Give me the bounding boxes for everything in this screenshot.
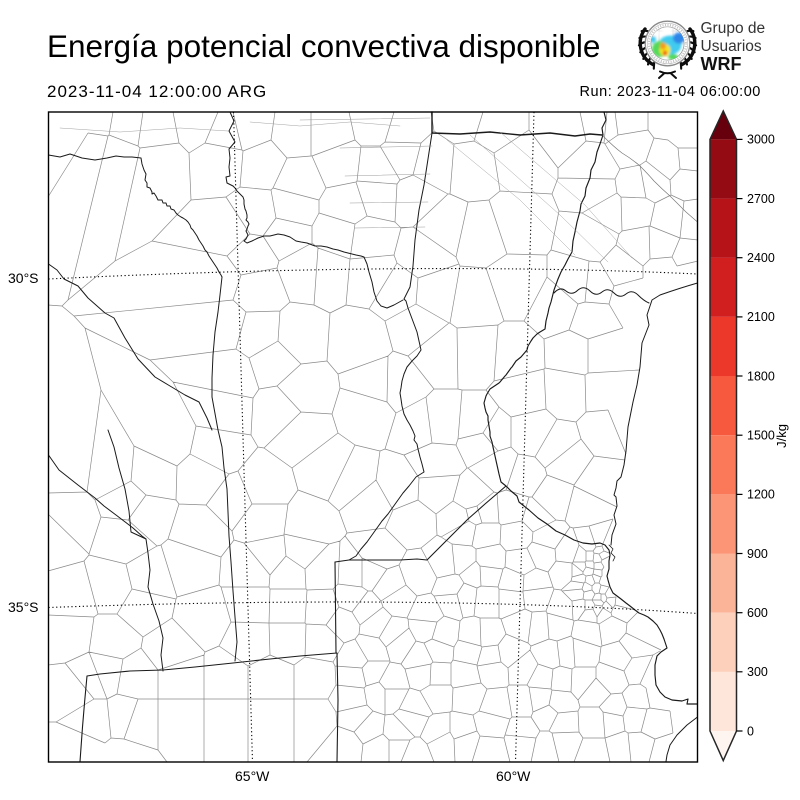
svg-text:3000: 3000: [747, 133, 775, 147]
svg-text:Run: 2023-11-04 06:00:00: Run: 2023-11-04 06:00:00: [580, 84, 761, 100]
svg-text:1500: 1500: [747, 429, 775, 443]
svg-text:WRF: WRF: [701, 54, 742, 74]
svg-text:2400: 2400: [747, 251, 775, 265]
svg-text:300: 300: [747, 665, 768, 679]
svg-text:35°S: 35°S: [8, 599, 39, 615]
svg-text:65°W: 65°W: [235, 768, 270, 784]
svg-text:900: 900: [747, 547, 768, 561]
svg-text:Energía potencial convectiva d: Energía potencial convectiva disponible: [47, 28, 600, 64]
svg-text:Usuarios: Usuarios: [701, 38, 762, 55]
svg-text:1800: 1800: [747, 369, 775, 383]
svg-text:1200: 1200: [747, 488, 775, 502]
svg-text:2023-11-04 12:00:00 ARG: 2023-11-04 12:00:00 ARG: [47, 82, 267, 101]
svg-text:0: 0: [747, 724, 754, 738]
svg-text:2100: 2100: [747, 310, 775, 324]
svg-text:2700: 2700: [747, 192, 775, 206]
svg-text:Grupo de: Grupo de: [701, 20, 766, 37]
svg-text:30°S: 30°S: [8, 270, 39, 286]
svg-text:60°W: 60°W: [496, 768, 531, 784]
svg-text:600: 600: [747, 606, 768, 620]
svg-text:J/kg: J/kg: [774, 424, 789, 448]
